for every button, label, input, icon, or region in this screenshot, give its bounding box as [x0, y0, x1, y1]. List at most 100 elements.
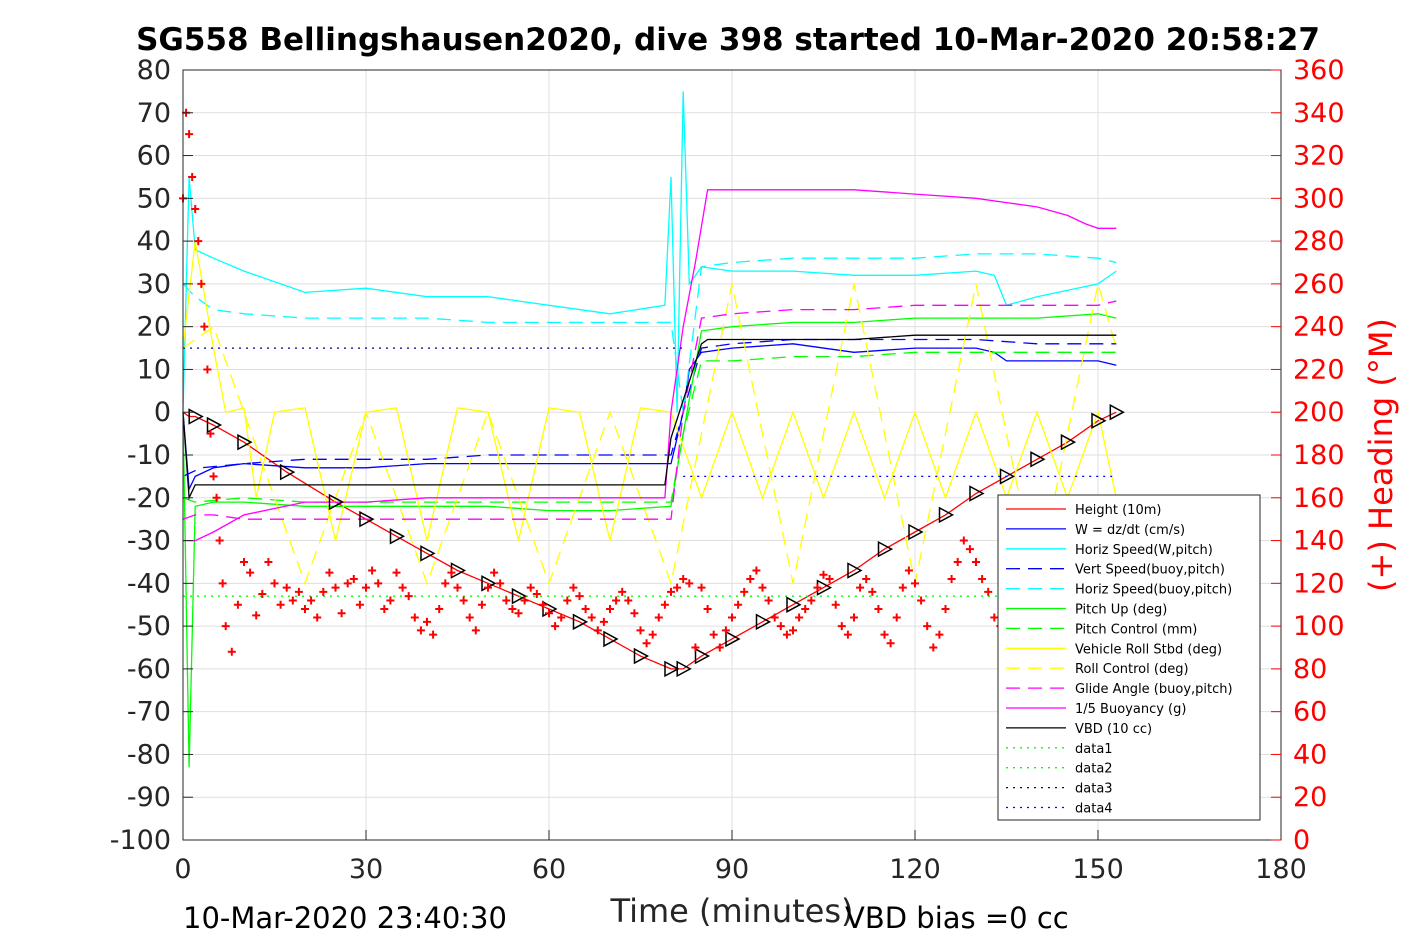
heading-point: [362, 583, 370, 592]
y-tick-label: -90: [127, 782, 171, 813]
heading-point: [892, 613, 901, 622]
heading-point: [697, 583, 706, 592]
chart-title: SG558 Bellingshausen2020, dive 398 start…: [136, 22, 1320, 58]
x-axis-label: Time (minutes): [610, 892, 854, 930]
height-marker: [676, 660, 692, 678]
heading-point: [886, 639, 895, 648]
height-marker: [188, 408, 204, 425]
legend-label: Horiz Speed(W,pitch): [1075, 543, 1213, 558]
heading-point: [679, 575, 688, 584]
y-axis-left: 80 70 60 50 40 30 20 10 0 -10 -20 -30 -40 -50 -60 -70 -8…: [110, 55, 193, 856]
heading-point: [447, 568, 456, 577]
y-right-tick-label: 340: [1293, 98, 1345, 129]
heading-point: [194, 237, 203, 246]
heading-point: [240, 557, 248, 566]
heading-point: [764, 596, 773, 605]
legend-label: Horiz Speed(buoy,pitch): [1075, 583, 1232, 598]
heading-point: [551, 622, 560, 631]
y-right-tick-label: 260: [1293, 269, 1345, 300]
x-tick-label: 0: [174, 854, 191, 885]
y-right-tick-label: 240: [1293, 312, 1345, 343]
y-right-tick-label: 100: [1293, 611, 1345, 642]
y-tick-label: -10: [127, 440, 171, 471]
heading-point: [416, 626, 425, 635]
heading-point: [459, 596, 468, 605]
y-tick-label: -30: [127, 526, 171, 557]
legend-label: W = dz/dt (cm/s): [1075, 523, 1185, 538]
height-marker: [572, 613, 589, 631]
heading-point: [654, 613, 663, 622]
heading-point: [898, 583, 907, 592]
heading-point: [246, 568, 255, 577]
height-marker: [279, 463, 296, 481]
heading-point: [270, 579, 279, 588]
heading-point: [264, 557, 273, 566]
heading-point: [252, 611, 261, 620]
legend-label: data2: [1075, 762, 1113, 777]
heading-point: [294, 587, 303, 596]
heading-point: [612, 596, 621, 605]
heading-point: [636, 626, 645, 635]
heading-point: [209, 472, 218, 481]
heading-point: [423, 617, 431, 626]
heading-point: [545, 609, 553, 618]
height-marker: [420, 545, 436, 562]
heading-point: [188, 172, 197, 181]
heading-point: [746, 575, 755, 584]
heading-point: [770, 613, 779, 622]
height-marker: [633, 647, 650, 665]
heading-point: [801, 605, 810, 613]
height-marker: [389, 528, 406, 545]
height-marker: [664, 660, 680, 678]
y-right-tick-label: 0: [1293, 825, 1310, 856]
heading-point: [349, 575, 358, 584]
heading-point: [380, 605, 389, 613]
y-right-tick-label: 40: [1293, 739, 1327, 770]
heading-point: [776, 622, 785, 631]
x-tick-label: 90: [715, 854, 749, 885]
heading-point: [660, 600, 669, 609]
heading-point: [819, 570, 828, 579]
heading-point: [862, 575, 871, 584]
height-marker: [999, 468, 1016, 485]
y-axis-right: 3603403203002802602402202001801601401201…: [1271, 55, 1345, 856]
heading-point: [923, 622, 932, 631]
heading-point: [593, 626, 602, 635]
y-tick-label: 10: [137, 354, 171, 385]
y-right-tick-label: 200: [1293, 397, 1345, 428]
heading-point: [514, 609, 523, 618]
heading-point: [477, 600, 486, 609]
heading-point: [258, 590, 267, 599]
heading-point: [343, 579, 352, 588]
heading-point: [532, 590, 541, 599]
heading-point: [206, 429, 215, 438]
heading-point: [807, 596, 816, 605]
heading-point: [581, 605, 590, 613]
heading-point: [843, 630, 852, 639]
heading-point: [191, 205, 200, 214]
y-right-tick-label: 20: [1293, 782, 1327, 813]
heading-point: [642, 639, 651, 648]
legend-label: data4: [1075, 802, 1113, 817]
height-marker: [786, 596, 802, 613]
x-axis: 0 30 60 90 120 150 180: [174, 830, 1307, 885]
heading-point: [599, 617, 608, 626]
height-marker: [908, 523, 924, 541]
heading-point: [520, 596, 529, 605]
heading-point: [978, 575, 987, 584]
height-marker: [603, 630, 619, 648]
series-line-4: [182, 253, 1117, 413]
heading-point: [319, 587, 328, 596]
heading-point: [587, 613, 596, 622]
heading-point: [368, 566, 377, 575]
heading-point: [953, 557, 962, 566]
heading-point: [404, 592, 413, 601]
height-marker: [877, 540, 894, 558]
heading-point: [831, 600, 840, 609]
heading-point: [301, 605, 309, 613]
heading-point: [490, 568, 499, 577]
height-marker: [969, 485, 985, 502]
legend-label: Glide Angle (buoy,pitch): [1075, 682, 1233, 697]
heading-point: [917, 596, 926, 605]
heading-point: [386, 596, 395, 605]
